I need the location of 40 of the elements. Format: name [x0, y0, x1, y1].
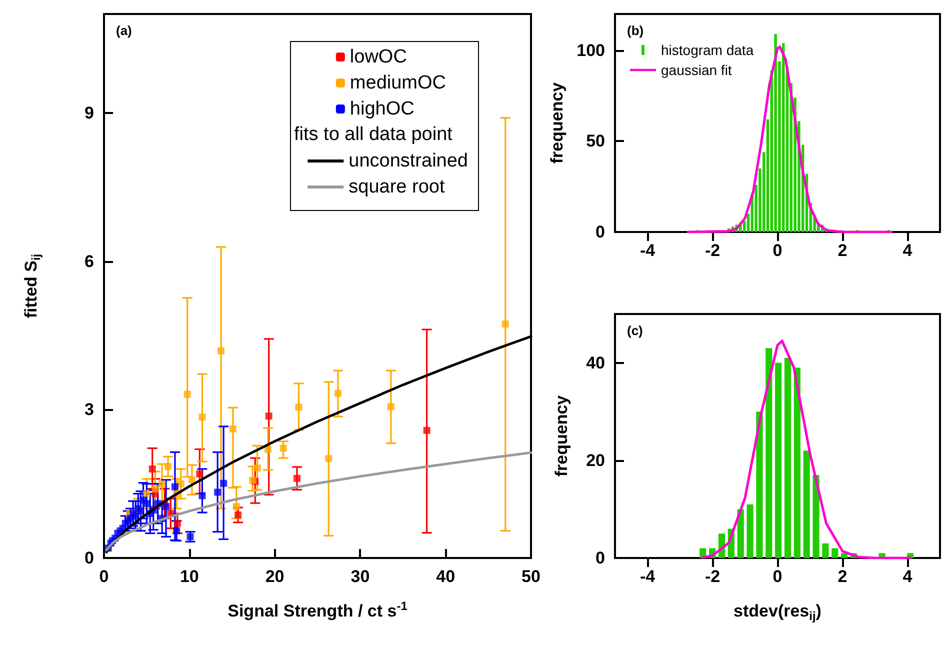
- annotation: (a): [116, 23, 132, 38]
- x-tick-label: 4: [902, 567, 913, 586]
- y-tick-label: 50: [586, 132, 605, 151]
- x-tick-label: -2: [704, 567, 720, 586]
- legend-label: gaussian fit: [661, 62, 732, 78]
- y-tick-label: 0: [84, 548, 94, 568]
- annotation: (c): [627, 323, 643, 338]
- x-tick-label: -2: [704, 241, 720, 260]
- x-tick-label: 0: [99, 567, 109, 586]
- x-tick-label: 2: [838, 241, 848, 260]
- y-tick-label: 0: [596, 222, 605, 242]
- x-tick-label: 0: [772, 567, 782, 586]
- y-axis-title: fitted Sij: [22, 254, 43, 318]
- x-tick-label: 2: [838, 567, 848, 586]
- y-axis-title: frequency: [552, 394, 571, 477]
- legend-label: lowOC: [350, 46, 407, 68]
- y-tick-label: 20: [586, 450, 605, 470]
- annotation: (b): [627, 23, 644, 38]
- y-axis-title: frequency: [548, 82, 567, 164]
- x-tick-label: 40: [436, 567, 456, 586]
- x-tick-label: -4: [640, 241, 656, 260]
- x-tick-label: 0: [772, 241, 782, 260]
- x-tick-label: 50: [522, 567, 540, 586]
- x-tick-label: 30: [350, 567, 370, 586]
- legend-title: fits to all data point: [294, 124, 454, 145]
- legend-label: highOC: [350, 98, 414, 120]
- x-tick-label: 4: [902, 241, 913, 260]
- y-tick-label: 3: [84, 400, 94, 420]
- legend-label: unconstrained: [348, 150, 468, 172]
- legend-label: square root: [348, 176, 446, 198]
- x-tick-label: 20: [265, 567, 284, 586]
- legend-label: mediumOC: [350, 72, 446, 94]
- y-tick-label: 0: [596, 548, 605, 568]
- y-tick-label: 40: [586, 353, 605, 372]
- y-tick-label: 100: [576, 40, 605, 60]
- x-tick-label: -4: [640, 567, 656, 586]
- legend-label: histogram data: [661, 42, 754, 58]
- y-tick-label: 9: [84, 103, 94, 122]
- y-tick-label: 6: [84, 252, 94, 271]
- x-tick-label: 10: [180, 567, 199, 586]
